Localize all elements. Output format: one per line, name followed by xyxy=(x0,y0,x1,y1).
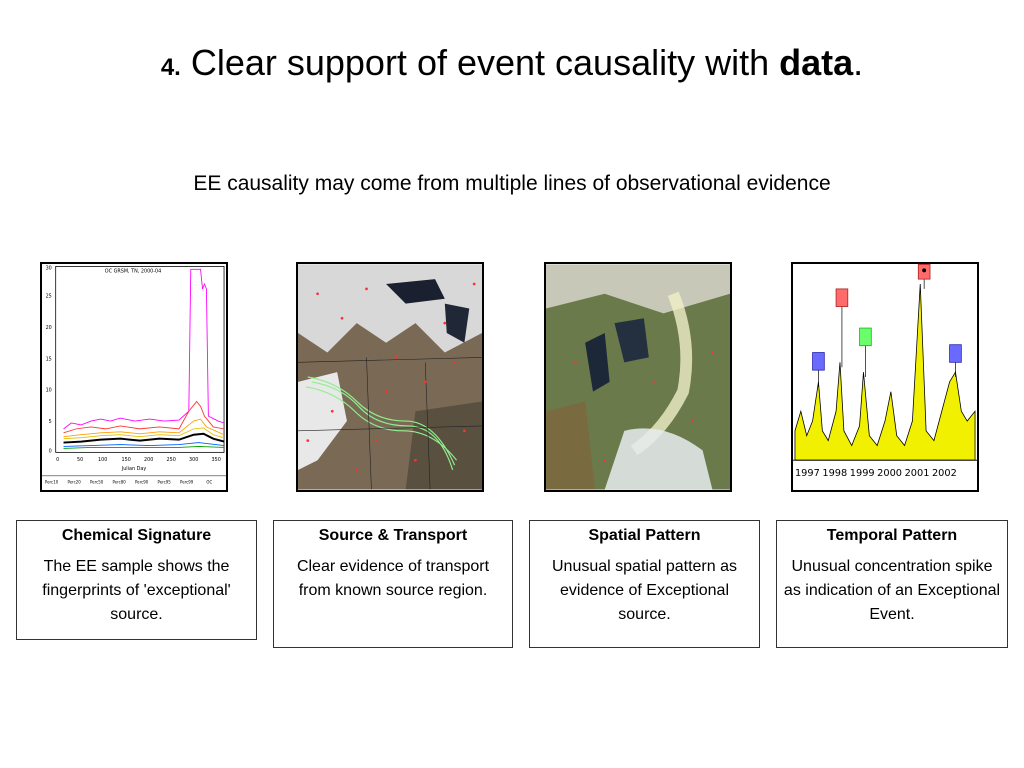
chemical-chart-svg: OC GRSM, TN, 2000-04 0 5 10 15 20 25 30 … xyxy=(42,264,226,490)
card-body: Clear evidence of transport from known s… xyxy=(296,558,490,599)
spatial-pattern-image xyxy=(544,262,732,492)
card-title: Source & Transport xyxy=(318,527,468,544)
slide-subtitle: EE causality may come from multiple line… xyxy=(193,172,831,195)
card-title: Chemical Signature xyxy=(61,527,212,544)
ytick: 5 xyxy=(49,419,52,425)
card-source-transport: Source & Transport Clear evidence of tra… xyxy=(273,520,513,648)
ytick: 25 xyxy=(46,294,52,300)
ytick: 20 xyxy=(46,325,52,331)
year-tick: 2000 xyxy=(877,468,902,479)
legend-item: Perc95 xyxy=(157,480,171,485)
temporal-pattern-chart: 1997 1998 1999 2000 2001 2002 xyxy=(791,262,979,492)
xtick: 300 xyxy=(189,457,198,463)
xtick: 200 xyxy=(144,457,153,463)
title-bold-word: data xyxy=(779,42,854,83)
source-transport-map xyxy=(296,262,484,492)
title-end: . xyxy=(853,42,864,83)
chemical-signature-chart: OC GRSM, TN, 2000-04 0 5 10 15 20 25 30 … xyxy=(40,262,228,492)
legend-item: Perc50 xyxy=(90,480,104,485)
title-main: Clear support of event causality with xyxy=(180,42,780,83)
card-title: Temporal Pattern xyxy=(826,527,958,544)
year-tick: 1998 xyxy=(822,468,847,479)
xtick: 150 xyxy=(122,457,131,463)
year-tick: 1999 xyxy=(850,468,875,479)
legend-item: Perc99 xyxy=(180,480,194,485)
xtick: 250 xyxy=(167,457,176,463)
card-temporal-pattern: Temporal Pattern Unusual concentration s… xyxy=(776,520,1008,648)
ytick: 0 xyxy=(49,448,52,454)
chart1-xlabel: Julian Day xyxy=(121,466,147,472)
legend-item: OC xyxy=(206,480,212,485)
transport-map-svg xyxy=(298,264,482,490)
xtick: 0 xyxy=(56,457,59,463)
satellite-image-svg xyxy=(546,264,730,490)
legend-item: Perc90 xyxy=(135,480,149,485)
slide-title: 4. Clear support of event causality with… xyxy=(0,42,1024,84)
legend-item: Perc10 xyxy=(45,480,59,485)
legend-item: Perc20 xyxy=(67,480,81,485)
xtick: 100 xyxy=(98,457,107,463)
xtick: 350 xyxy=(212,457,221,463)
chart1-title: OC GRSM, TN, 2000-04 xyxy=(105,268,161,274)
card-body: The EE sample shows the fingerprints of … xyxy=(42,558,231,623)
ytick: 10 xyxy=(46,388,52,394)
card-chemical-signature: Chemical Signature The EE sample shows t… xyxy=(16,520,257,640)
xtick: 50 xyxy=(77,457,83,463)
temporal-chart-svg: 1997 1998 1999 2000 2001 2002 xyxy=(793,264,977,490)
year-tick: 2001 xyxy=(905,468,930,479)
card-spatial-pattern: Spatial Pattern Unusual spatial pattern … xyxy=(529,520,760,648)
card-title: Spatial Pattern xyxy=(588,527,701,544)
year-tick: 1997 xyxy=(795,468,820,479)
title-number: 4. xyxy=(160,54,181,81)
ytick: 30 xyxy=(46,265,52,271)
card-body: Unusual spatial pattern as evidence of E… xyxy=(552,558,737,623)
legend-item: Perc80 xyxy=(112,480,126,485)
card-body: Unusual concentration spike as indicatio… xyxy=(783,558,1001,623)
year-tick: 2002 xyxy=(932,468,957,479)
ytick: 15 xyxy=(46,356,52,362)
